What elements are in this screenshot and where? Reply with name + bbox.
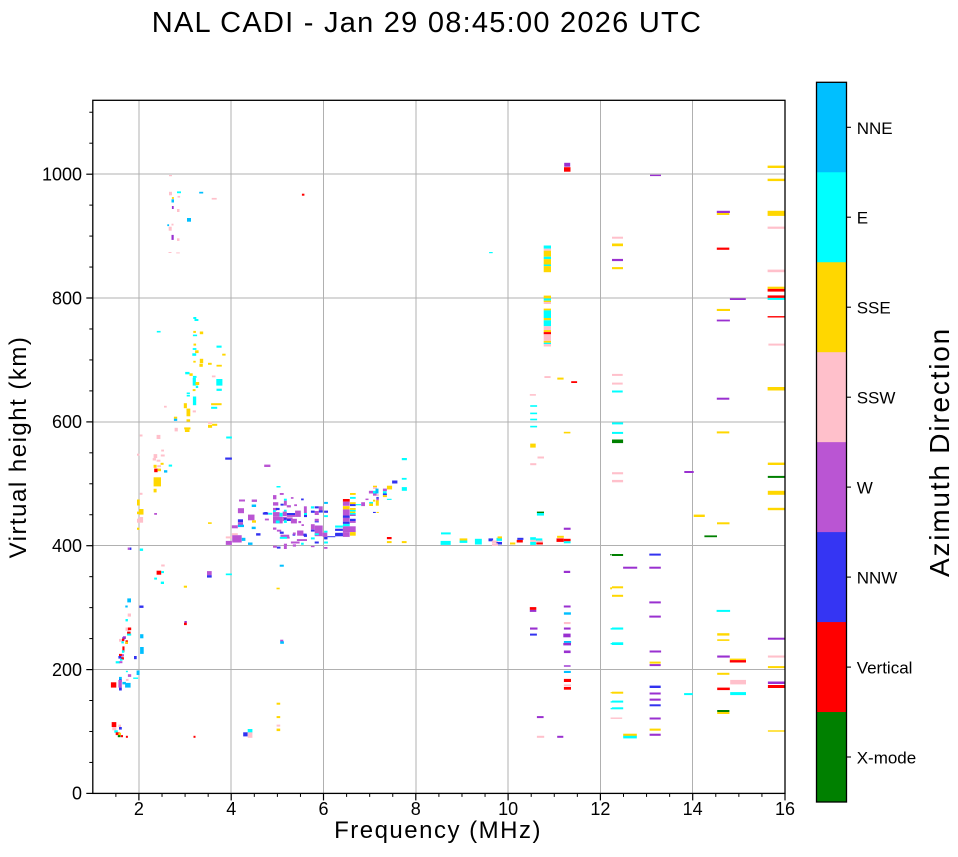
svg-text:NNE: NNE: [857, 119, 893, 138]
svg-text:Azimuth Direction: Azimuth Direction: [924, 327, 955, 577]
svg-text:E: E: [857, 209, 868, 228]
svg-text:1000: 1000: [42, 165, 82, 185]
svg-text:0: 0: [72, 784, 82, 804]
svg-text:Virtual height (km): Virtual height (km): [5, 336, 32, 559]
svg-text:200: 200: [52, 660, 82, 680]
svg-text:NNW: NNW: [857, 569, 898, 588]
svg-text:4: 4: [226, 799, 236, 819]
svg-text:NAL CADI - Jan 29 08:45:00 202: NAL CADI - Jan 29 08:45:00 2026 UTC: [152, 7, 702, 39]
svg-text:600: 600: [52, 412, 82, 432]
svg-text:2: 2: [134, 799, 144, 819]
svg-text:8: 8: [411, 799, 421, 819]
svg-text:Frequency (MHz): Frequency (MHz): [334, 817, 542, 844]
svg-text:14: 14: [683, 799, 703, 819]
svg-text:800: 800: [52, 288, 82, 308]
svg-text:SSW: SSW: [857, 389, 896, 408]
svg-text:16: 16: [775, 799, 795, 819]
svg-text:6: 6: [318, 799, 328, 819]
svg-text:400: 400: [52, 536, 82, 556]
svg-text:Vertical: Vertical: [857, 659, 913, 678]
svg-text:X-mode: X-mode: [857, 749, 917, 768]
svg-text:SSE: SSE: [857, 299, 891, 318]
svg-text:12: 12: [590, 799, 610, 819]
svg-text:W: W: [857, 479, 873, 498]
svg-text:10: 10: [498, 799, 518, 819]
